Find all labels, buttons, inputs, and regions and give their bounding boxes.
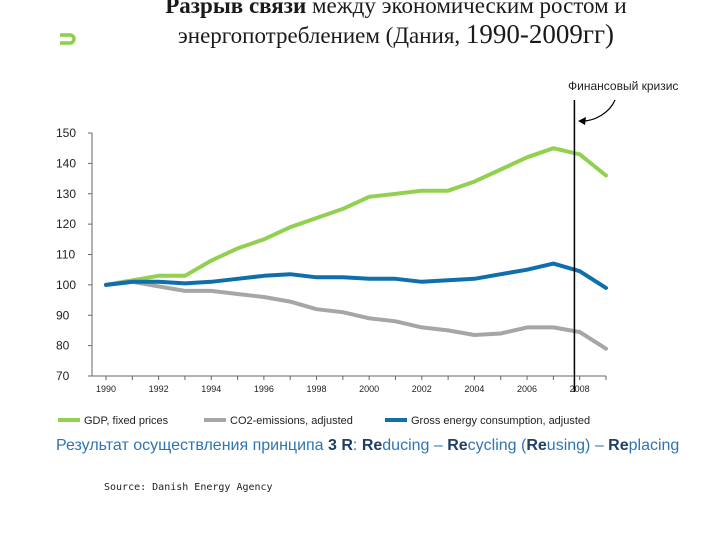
y-tick-label: 70 <box>56 369 70 383</box>
x-tick-label: 2006 <box>517 384 537 394</box>
crisis-annotation-label: Финансовый кризис <box>568 79 679 93</box>
principle-bold-re3: Re <box>526 437 547 454</box>
y-tick-label: 150 <box>56 126 76 140</box>
principle-bold-re4: Re <box>608 437 629 454</box>
x-tick-label: 1994 <box>201 384 221 394</box>
x-tick-label: 2008 <box>570 384 590 394</box>
y-tick-label: 90 <box>56 308 70 322</box>
x-tick-label: 1996 <box>254 384 274 394</box>
y-tick-label: 120 <box>56 217 76 231</box>
title-line2: энергопотреблением (Дания, <box>177 23 466 48</box>
principle-part2: : <box>352 437 362 454</box>
series-line-1 <box>104 146 608 287</box>
x-tick-label: 2004 <box>464 384 484 394</box>
y-tick-label: 100 <box>56 278 76 292</box>
x-tick-label: 1992 <box>149 384 169 394</box>
title-line1: между экономическим ростом и <box>306 0 627 18</box>
x-tick-label: 1998 <box>307 384 327 394</box>
title-bold-part: Разрыв связи <box>165 0 307 18</box>
x-tick-label: 2002 <box>412 384 432 394</box>
title-years: 1990-2009гг) <box>465 19 615 49</box>
series-line-3 <box>104 261 608 290</box>
y-tick-label: 110 <box>56 248 75 262</box>
legend-label-1: GDP, fixed prices <box>84 415 169 427</box>
bullet-arrow-icon <box>60 33 76 45</box>
principle-bold-3r: 3 R <box>328 437 353 454</box>
y-tick-label: 80 <box>56 339 70 353</box>
principle-part3: ducing – <box>382 437 448 454</box>
y-tick-label: 130 <box>56 187 76 201</box>
principle-part4: cycling ( <box>467 437 527 454</box>
x-tick-label: 1990 <box>96 384 116 394</box>
crisis-arrow-head <box>578 117 586 125</box>
series-line-2 <box>104 279 608 351</box>
principle-part5: using) – <box>546 437 609 454</box>
x-tick-label: 2000 <box>359 384 379 394</box>
principle-bold-re2: Re <box>447 437 468 454</box>
source-note: Source: Danish Energy Agency <box>104 482 273 493</box>
principle-part1: Результат осуществления принципа <box>56 437 329 454</box>
y-tick-label: 140 <box>56 156 76 170</box>
principle-part6: placing <box>628 437 680 454</box>
legend-label-2: CO2-emissions, adjusted <box>230 415 353 427</box>
principle-text: Результат осуществления принципа 3 R: Re… <box>56 436 696 455</box>
legend-label-3: Gross energy consumption, adjusted <box>411 415 590 427</box>
principle-bold-re1: Re <box>361 437 383 454</box>
page-title: Разрыв связи между экономическим ростом … <box>96 0 696 50</box>
